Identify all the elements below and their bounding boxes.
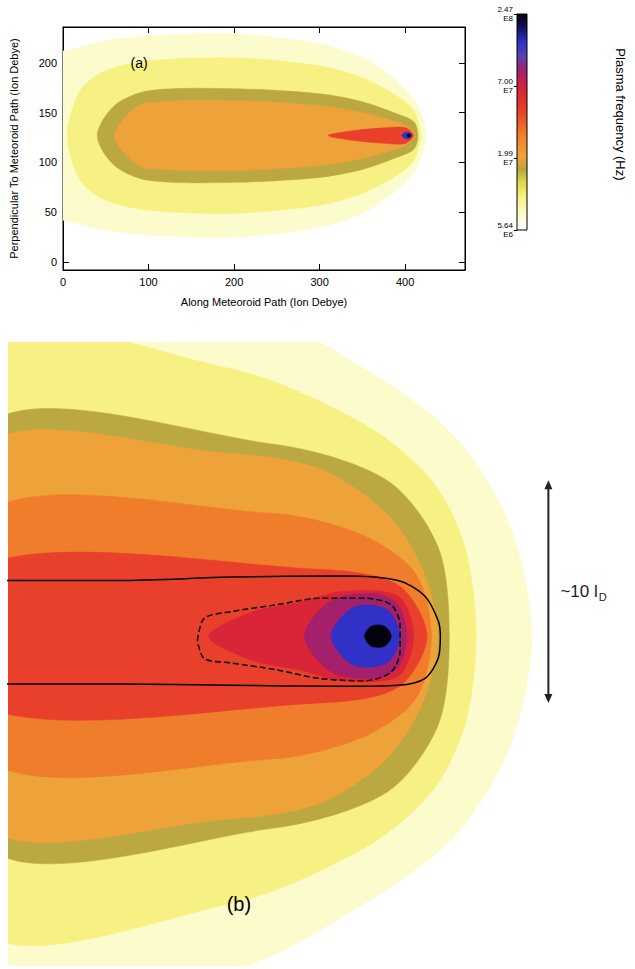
svg-text:D: D <box>599 591 607 603</box>
svg-text:200: 200 <box>39 57 57 69</box>
svg-text:Along Meteoroid Path (Ion Deby: Along Meteoroid Path (Ion Debye) <box>181 296 347 308</box>
svg-text:Plasma frequency (Hz): Plasma frequency (Hz) <box>613 48 628 180</box>
svg-text:E6: E6 <box>503 230 513 239</box>
svg-text:E7: E7 <box>503 86 513 95</box>
svg-text:1.99: 1.99 <box>497 149 513 158</box>
svg-text:2.47: 2.47 <box>497 5 513 14</box>
svg-text:400: 400 <box>396 276 414 288</box>
svg-text:(b): (b) <box>227 893 251 915</box>
svg-text:Perpendicular To Meteoroid Pat: Perpendicular To Meteoroid Path (Ion Deb… <box>8 38 20 259</box>
svg-text:0: 0 <box>60 276 66 288</box>
svg-text:150: 150 <box>39 107 57 119</box>
svg-text:5.64: 5.64 <box>497 221 513 230</box>
svg-text:100: 100 <box>39 156 57 168</box>
svg-text:E8: E8 <box>503 14 513 23</box>
svg-text:200: 200 <box>225 276 243 288</box>
svg-text:(a): (a) <box>131 55 148 71</box>
svg-text:~10 l: ~10 l <box>560 582 597 601</box>
svg-text:E7: E7 <box>503 158 513 167</box>
svg-text:50: 50 <box>45 206 57 218</box>
svg-text:7.00: 7.00 <box>497 77 513 86</box>
svg-text:100: 100 <box>139 276 157 288</box>
svg-text:300: 300 <box>310 276 328 288</box>
svg-text:0: 0 <box>51 256 57 268</box>
